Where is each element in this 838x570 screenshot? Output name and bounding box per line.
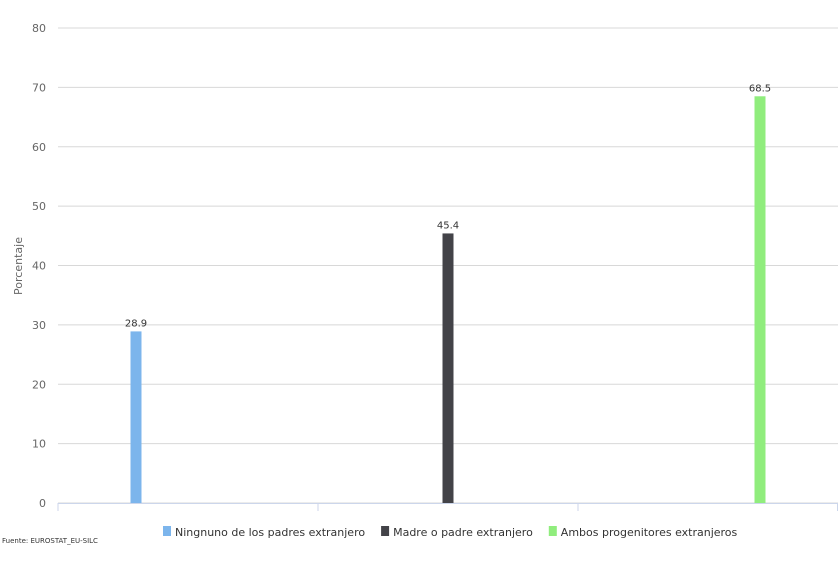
data-label: 45.4 (437, 220, 459, 231)
bar (130, 331, 142, 503)
y-tick-label: 0 (39, 497, 46, 510)
data-label: 28.9 (125, 318, 147, 329)
y-tick-label: 60 (32, 141, 46, 154)
legend-swatch (548, 526, 557, 536)
legend-swatch (381, 526, 390, 536)
legend-label: Ambos progenitores extranjeros (561, 526, 738, 539)
y-tick-label: 50 (32, 200, 46, 213)
y-axis-title: Porcentaje (12, 237, 25, 295)
y-tick-label: 20 (32, 378, 46, 391)
bar (754, 96, 766, 503)
y-tick-label: 40 (32, 260, 46, 273)
legend-label: Madre o padre extranjero (393, 526, 533, 539)
y-tick-label: 10 (32, 438, 46, 451)
legend-swatch (163, 526, 171, 536)
y-tick-label: 70 (32, 81, 46, 94)
data-label: 68.5 (749, 83, 771, 94)
y-tick-label: 80 (32, 22, 46, 35)
bar (442, 233, 454, 503)
source-note: Fuente: EUROSTAT_EU-SILC (2, 537, 98, 545)
y-tick-label: 30 (32, 319, 46, 332)
legend-label: Ningnuno de los padres extranjero (175, 526, 365, 539)
